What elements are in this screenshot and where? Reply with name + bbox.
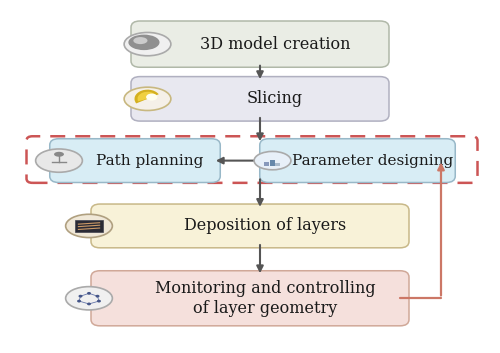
Circle shape: [87, 292, 91, 295]
Ellipse shape: [54, 152, 64, 157]
Text: Deposition of layers: Deposition of layers: [184, 217, 346, 234]
Wedge shape: [138, 92, 156, 101]
FancyBboxPatch shape: [131, 77, 389, 121]
Text: Monitoring and controlling
of layer geometry: Monitoring and controlling of layer geom…: [154, 280, 376, 317]
FancyBboxPatch shape: [91, 271, 409, 326]
FancyBboxPatch shape: [264, 162, 269, 166]
Ellipse shape: [254, 151, 291, 170]
FancyBboxPatch shape: [91, 204, 409, 248]
Ellipse shape: [128, 35, 160, 50]
FancyBboxPatch shape: [75, 220, 103, 232]
Circle shape: [77, 300, 81, 303]
Circle shape: [78, 295, 82, 298]
Text: 3D model creation: 3D model creation: [200, 36, 350, 53]
FancyBboxPatch shape: [50, 139, 220, 183]
Ellipse shape: [66, 214, 112, 238]
FancyBboxPatch shape: [260, 139, 455, 183]
Wedge shape: [134, 90, 159, 103]
Ellipse shape: [36, 149, 82, 172]
Circle shape: [96, 295, 100, 298]
FancyBboxPatch shape: [270, 160, 274, 166]
Text: Parameter designing: Parameter designing: [292, 154, 453, 168]
Text: Slicing: Slicing: [247, 90, 303, 107]
Ellipse shape: [124, 87, 171, 110]
Ellipse shape: [124, 32, 171, 56]
FancyBboxPatch shape: [131, 21, 389, 67]
Text: Path planning: Path planning: [96, 154, 204, 168]
Ellipse shape: [134, 37, 147, 44]
Circle shape: [97, 300, 101, 303]
Ellipse shape: [146, 94, 158, 101]
Circle shape: [87, 303, 91, 305]
FancyBboxPatch shape: [276, 163, 280, 166]
Ellipse shape: [66, 287, 112, 310]
